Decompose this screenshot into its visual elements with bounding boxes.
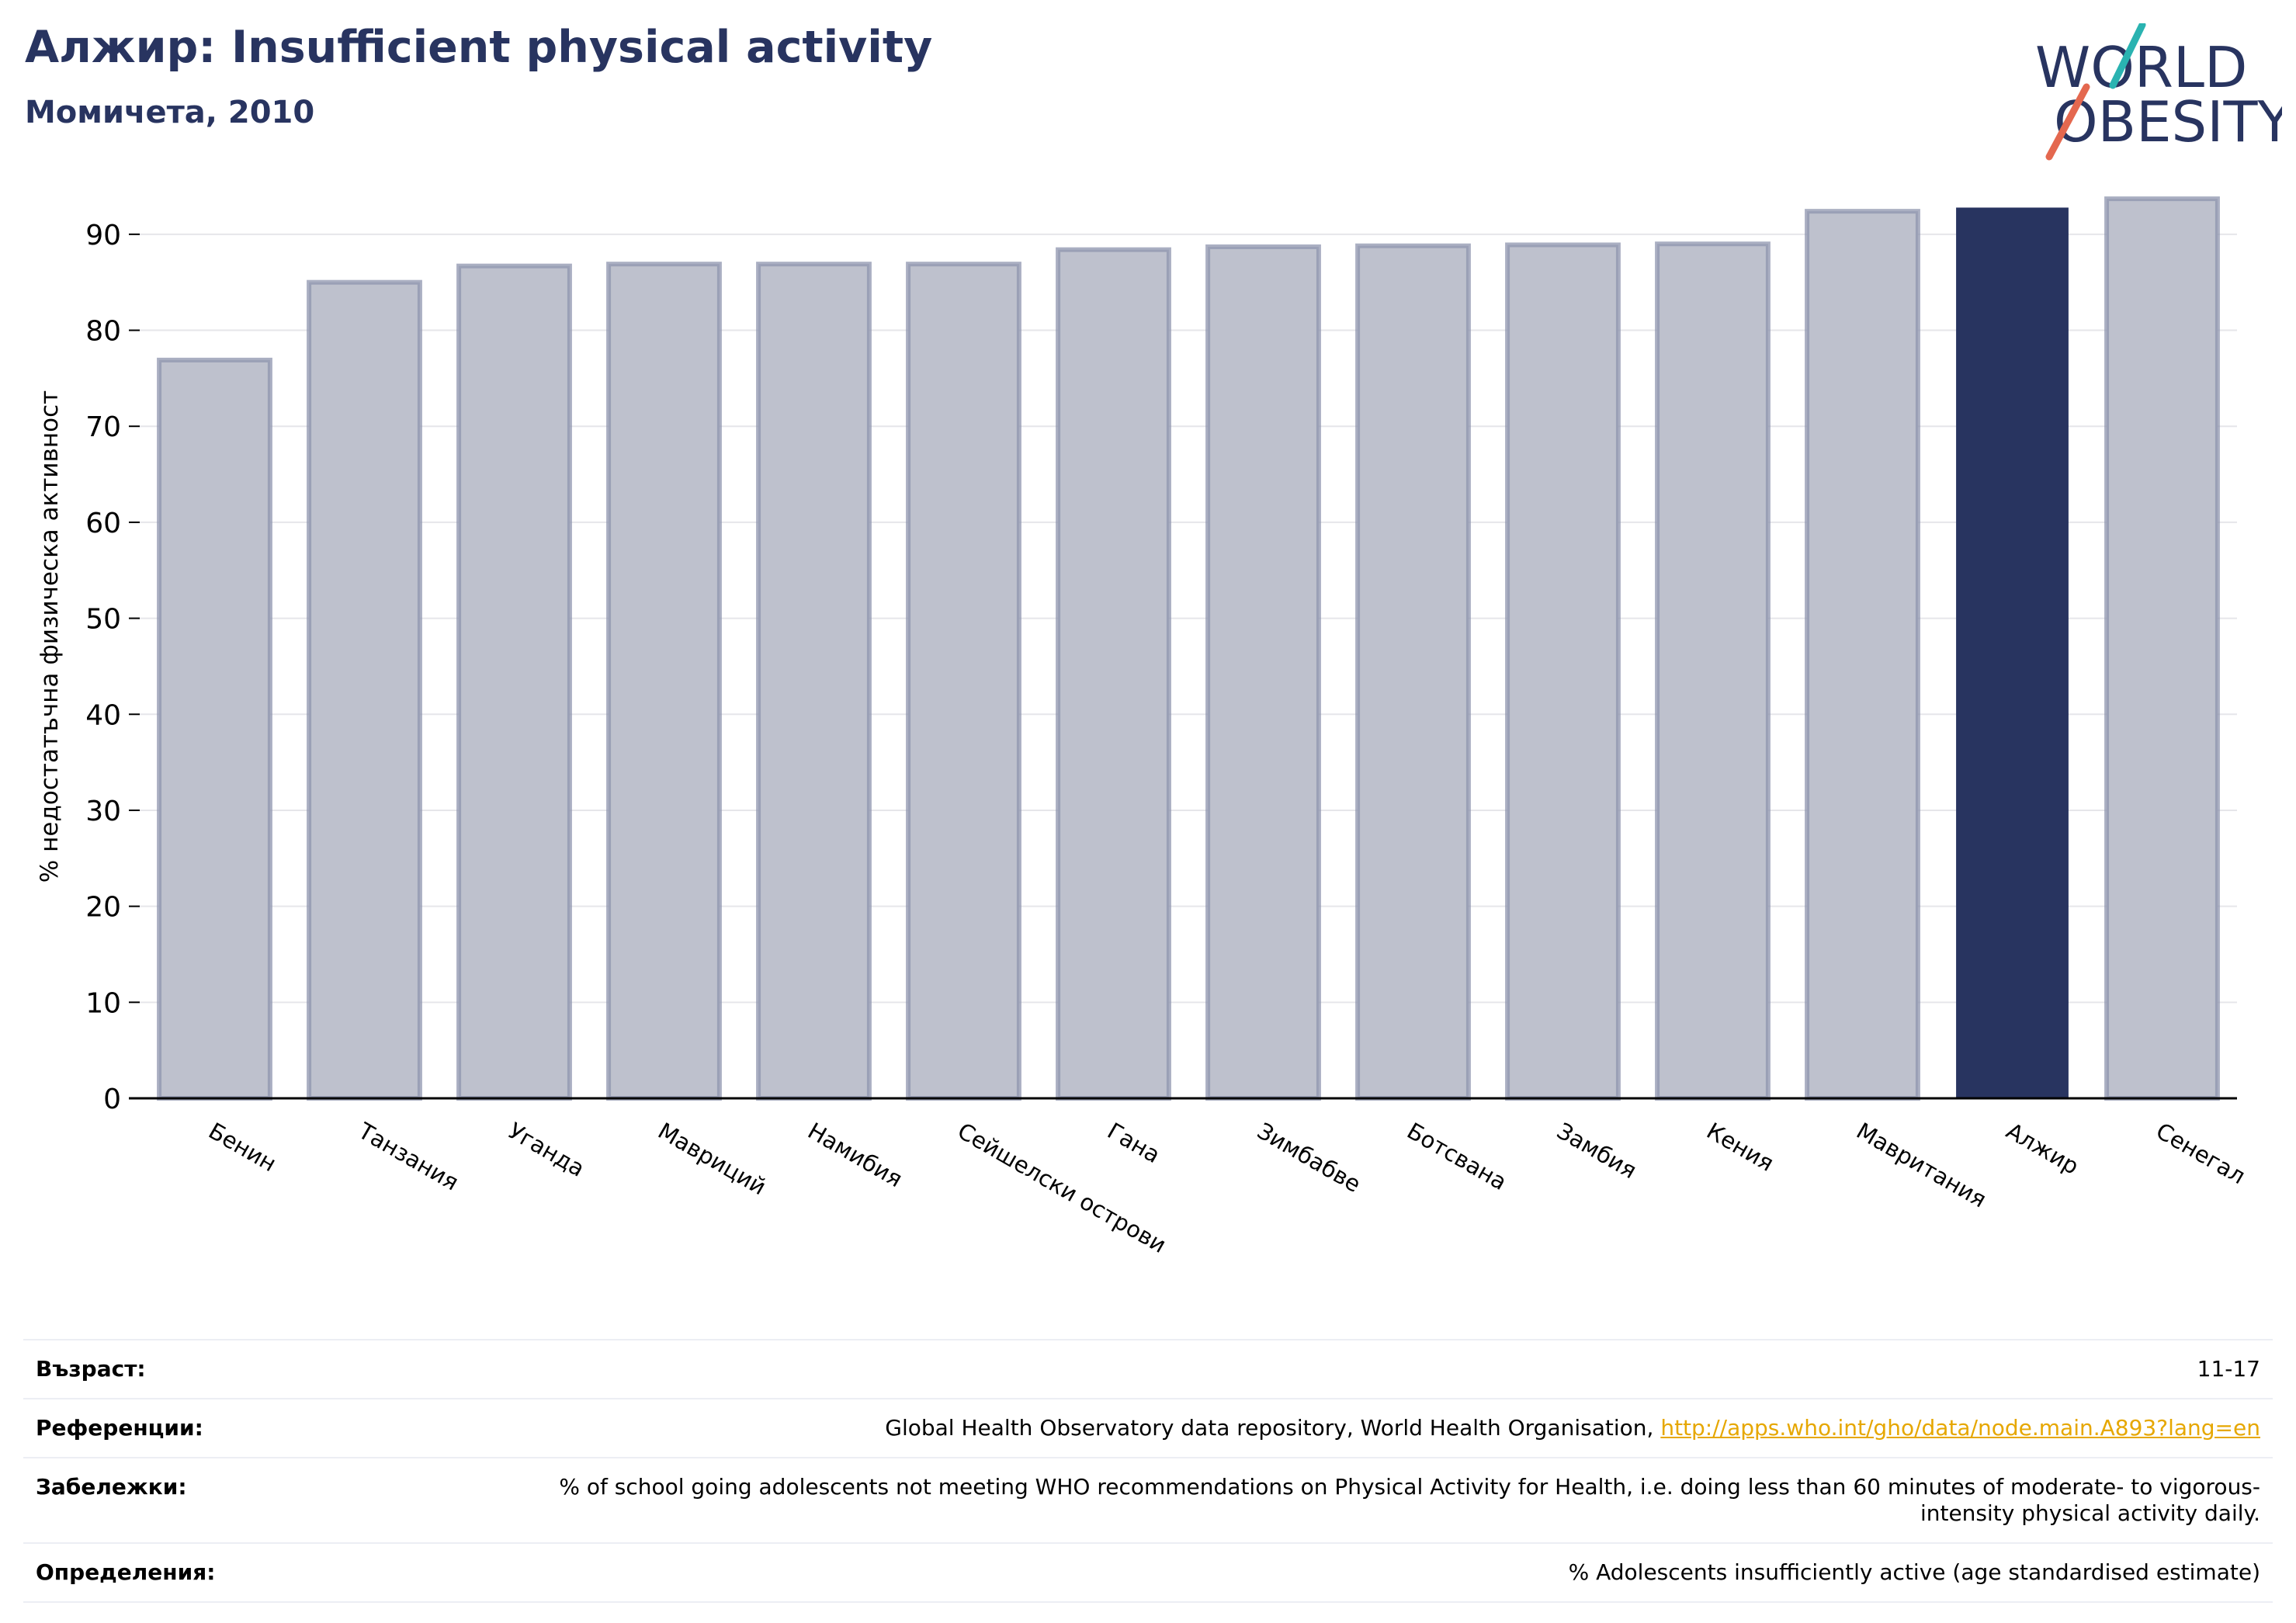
bar-9 xyxy=(1355,243,1471,1101)
info-value: 11-17 xyxy=(2197,1356,2260,1382)
x-category-label: Бенин xyxy=(204,1118,281,1177)
y-tick-label: 10 xyxy=(85,987,121,1019)
info-key: Възраст: xyxy=(36,1356,146,1382)
y-tick-label: 80 xyxy=(85,316,121,348)
bar-6 xyxy=(906,262,1021,1101)
bar-14 xyxy=(2104,196,2220,1101)
logo-red-stroke xyxy=(2045,83,2090,161)
info-row-notes: Забележки: % of school going adolescents… xyxy=(23,1457,2273,1542)
x-category-label: Танзания xyxy=(353,1117,463,1195)
info-key: Забележки: xyxy=(36,1474,187,1500)
x-category-label: Алжир xyxy=(2002,1118,2083,1180)
info-value: Global Health Observatory data repositor… xyxy=(885,1415,1661,1441)
reference-link[interactable]: http://apps.who.int/gho/data/node.main.A… xyxy=(1660,1415,2260,1441)
x-category-label: Сенегал xyxy=(2152,1118,2249,1190)
x-category-label: Замбия xyxy=(1552,1118,1641,1184)
y-tick-label: 30 xyxy=(85,796,121,827)
info-key: Референции: xyxy=(36,1415,203,1441)
info-table: Възраст: 11-17 Референции: Global Health… xyxy=(23,1339,2273,1603)
x-category-label: Мавриций xyxy=(654,1118,771,1201)
y-tick-label: 0 xyxy=(103,1084,121,1115)
info-value: % Adolescents insufficiently active (age… xyxy=(1568,1559,2260,1585)
bar-5 xyxy=(756,262,872,1101)
logo-text-obesity: OBESITY xyxy=(2054,89,2282,154)
x-category-labels: Бенин Танзания Уганда Мавриций Намибия Сейшел… xyxy=(204,1117,2249,1258)
bar-11 xyxy=(1655,241,1771,1101)
y-tick-label: 50 xyxy=(85,604,121,636)
bar-chart: 0 10 20 30 40 50 60 70 80 90 Бенин Танзания Уганда М… xyxy=(36,196,2249,1258)
x-category-label: Зимбабве xyxy=(1253,1118,1365,1198)
bar-1 xyxy=(157,357,272,1101)
bar-3 xyxy=(456,263,572,1101)
y-tick-label: 70 xyxy=(85,411,121,443)
x-category-label: Кения xyxy=(1702,1118,1778,1177)
y-tick-label: 40 xyxy=(85,699,121,731)
info-value: % of school going adolescents not meetin… xyxy=(559,1474,2260,1526)
logo-text-world: WORLD xyxy=(2035,35,2247,100)
logo-teal-stroke xyxy=(2109,23,2146,89)
bar-13 xyxy=(1956,207,2069,1099)
x-category-label: Уганда xyxy=(504,1118,589,1182)
x-category-label: Ботсвана xyxy=(1403,1118,1511,1195)
bar-10 xyxy=(1505,242,1621,1101)
x-category-label: Намибия xyxy=(803,1118,907,1193)
y-axis-title: % недостатъчна физическа активност xyxy=(36,390,64,883)
x-category-label: Гана xyxy=(1103,1118,1165,1169)
bar-7 xyxy=(1056,247,1171,1101)
chart-title: Алжир: Insufficient physical activity xyxy=(25,22,933,73)
y-tick-label: 20 xyxy=(85,892,121,924)
world-obesity-logo: WORLD OBESITY xyxy=(2035,23,2282,161)
info-row-age: Възраст: 11-17 xyxy=(23,1339,2273,1398)
x-category-label: Мавритания xyxy=(1852,1118,1991,1213)
bar-2 xyxy=(307,279,422,1101)
y-tick-label: 60 xyxy=(85,508,121,539)
info-row-references: Референции: Global Health Observatory da… xyxy=(23,1398,2273,1457)
y-tick-label: 90 xyxy=(85,220,121,251)
grid-lines xyxy=(140,233,2237,1099)
bars xyxy=(157,196,2220,1101)
info-row-definitions: Определения: % Adolescents insufficientl… xyxy=(23,1542,2273,1603)
bar-8 xyxy=(1205,244,1321,1101)
chart-subtitle: Момичета, 2010 xyxy=(25,95,315,130)
bar-4 xyxy=(606,262,722,1101)
info-value-wrap: Global Health Observatory data repositor… xyxy=(885,1415,2260,1441)
y-tick-labels: 0 10 20 30 40 50 60 70 80 90 xyxy=(85,220,140,1115)
bar-12 xyxy=(1805,209,1920,1101)
info-key: Определения: xyxy=(36,1559,216,1585)
